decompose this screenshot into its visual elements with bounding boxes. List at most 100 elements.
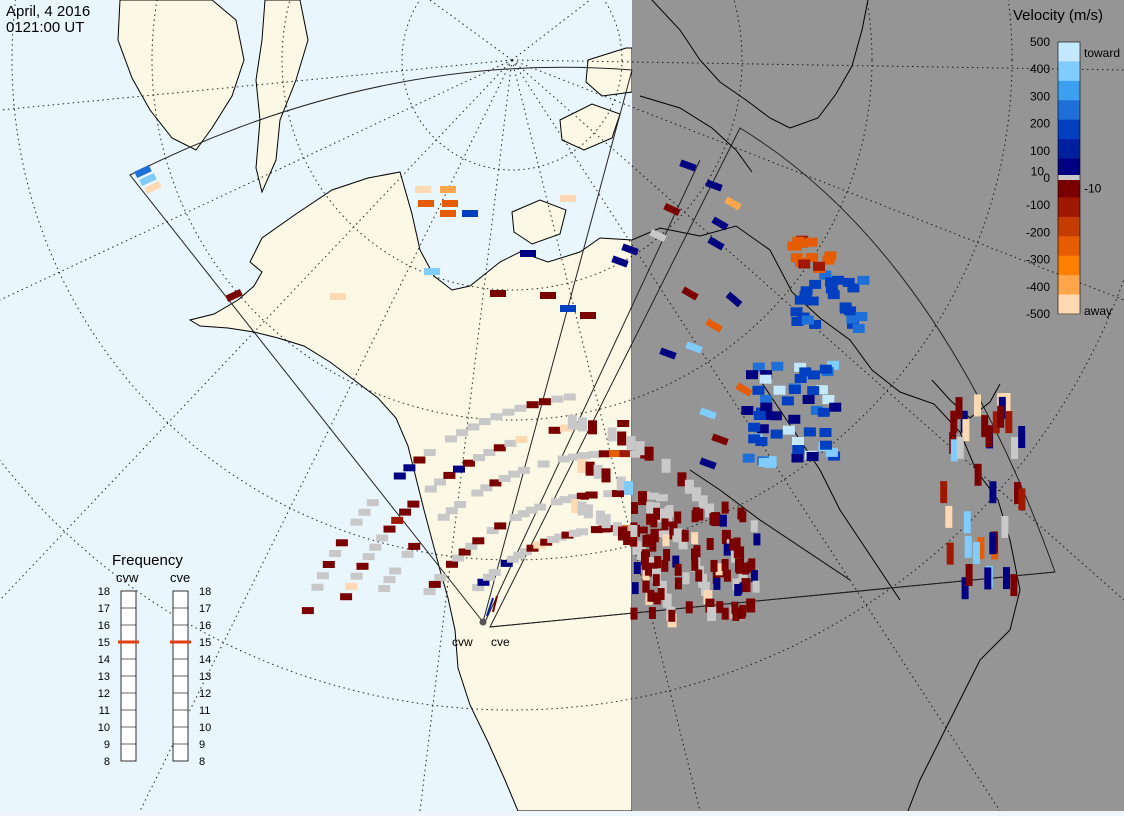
velocity-cell — [724, 196, 742, 211]
colorbar-tick-label: 0 — [1043, 171, 1050, 185]
colorbar-tick-label: -500 — [1026, 307, 1050, 321]
velocity-cell — [456, 429, 469, 437]
velocity-cell — [945, 505, 953, 528]
velocity-cell — [750, 570, 758, 583]
velocity-cell — [472, 584, 485, 592]
velocity-cell — [977, 537, 985, 560]
velocity-cell — [424, 268, 440, 275]
velocity-cell — [467, 423, 480, 431]
velocity-cell — [493, 444, 506, 452]
velocity-cell — [335, 539, 348, 547]
velocity-cell — [672, 555, 680, 568]
velocity-cell — [401, 550, 414, 558]
velocity-cell — [748, 422, 761, 432]
velocity-cell — [644, 446, 654, 461]
arctic-island-2 — [559, 103, 621, 151]
frequency-tick-label: 13 — [98, 671, 110, 683]
frequency-label-cvw: cvw — [116, 570, 139, 585]
colorbar-swatch — [1058, 42, 1080, 62]
velocity-cell — [746, 370, 758, 380]
velocity-cell — [984, 567, 992, 590]
velocity-cell — [583, 504, 593, 519]
frequency-tick-label: 17 — [199, 603, 211, 615]
velocity-cell — [963, 511, 971, 534]
velocity-cell — [588, 420, 597, 435]
velocity-cell — [647, 492, 660, 500]
velocity-cell — [391, 516, 404, 524]
colorbar-tick-label: -400 — [1026, 280, 1050, 294]
velocity-cell — [753, 411, 766, 420]
velocity-cell — [721, 501, 729, 514]
velocity-cell — [792, 445, 805, 454]
velocity-cell — [590, 526, 603, 534]
velocity-cell — [705, 598, 715, 613]
velocity-cell — [403, 464, 416, 472]
velocity-cell — [806, 296, 819, 306]
velocity-cell — [442, 200, 458, 207]
velocity-cell — [985, 425, 993, 448]
velocity-cell — [657, 580, 667, 595]
velocity-cell — [513, 551, 526, 559]
frequency-tick-label: 16 — [199, 620, 211, 632]
velocity-cell — [961, 577, 969, 600]
velocity-cell — [580, 312, 596, 319]
velocity-cell — [847, 283, 860, 293]
velocity-cell — [607, 427, 617, 442]
velocity-cell — [825, 284, 838, 294]
velocity-cell — [725, 291, 743, 308]
night-region — [632, 0, 1124, 811]
velocity-cell — [1003, 567, 1010, 590]
colorbar-swatch — [1058, 275, 1080, 296]
velocity-cell — [453, 465, 465, 473]
cvw-fov — [129, 66, 633, 623]
velocity-cell — [965, 564, 973, 586]
colorbar-swatch — [1058, 178, 1080, 198]
velocity-cell — [478, 418, 491, 426]
arctic-island-1 — [511, 199, 567, 245]
velocity-cell — [981, 415, 989, 438]
velocity-cell — [471, 489, 484, 497]
velocity-cell — [652, 574, 660, 587]
velocity-cell — [758, 457, 771, 467]
velocity-cell — [1018, 488, 1026, 511]
velocity-cell — [642, 570, 650, 583]
radar-label-cvw: cvw — [452, 635, 473, 649]
velocity-cells — [134, 159, 1026, 628]
velocity-cell — [407, 500, 420, 508]
velocity-cell — [578, 452, 591, 460]
velocity-cell — [760, 402, 773, 412]
velocity-cell — [547, 536, 560, 544]
velocity-cell — [711, 216, 729, 231]
colorbar-tick-label: -10 — [1084, 182, 1102, 196]
velocity-cell — [517, 510, 530, 518]
date-label: April, 4 2016 — [6, 3, 90, 20]
colorbar-title: Velocity (m/s) — [1013, 7, 1103, 24]
velocity-cell — [806, 452, 819, 461]
velocity-cell — [571, 422, 584, 430]
velocity-cell — [709, 513, 717, 526]
velocity-cell — [619, 450, 632, 458]
velocity-cell — [605, 525, 618, 533]
velocity-cell — [653, 507, 660, 520]
velocity-cell — [813, 261, 825, 271]
velocity-cell — [533, 541, 546, 549]
velocity-cell — [674, 511, 682, 524]
velocity-cell — [792, 236, 805, 246]
velocity-cell — [434, 574, 447, 581]
velocity-cell — [489, 479, 502, 487]
velocity-cell — [657, 508, 667, 523]
velocity-cell — [631, 502, 638, 514]
velocity-cell — [462, 210, 478, 217]
velocity-cell — [752, 385, 765, 395]
velocity-cell — [537, 460, 550, 468]
velocity-cell — [719, 565, 727, 578]
velocity-cell — [809, 319, 822, 329]
velocity-cell — [759, 374, 772, 384]
velocity-cell — [662, 526, 670, 539]
velocity-cell — [330, 293, 346, 300]
velocity-cell — [721, 607, 729, 620]
velocity-cell — [440, 186, 456, 193]
colorbar-tick-label: 500 — [1030, 35, 1050, 49]
velocity-cell — [855, 312, 868, 321]
velocity-cell — [997, 405, 1005, 428]
